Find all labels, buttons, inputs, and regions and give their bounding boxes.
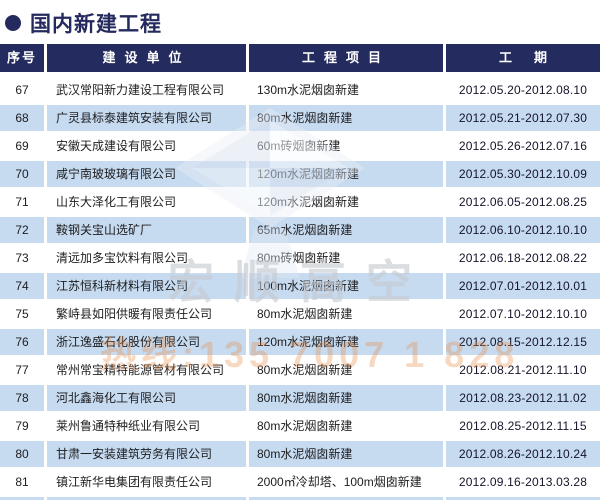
cell-company: 江苏恒科新材料有限公司	[47, 273, 246, 299]
cell-company: 浙江逸盛石化股份有限公司	[47, 329, 246, 355]
column-header-project: 工程项目	[249, 44, 443, 72]
cell-period: 2012.08.23-2012.11.02	[446, 385, 600, 411]
cell-period: 2012.08.15-2012.12.15	[446, 329, 600, 355]
cell-period: 2012.08.21-2012.11.10	[446, 357, 600, 383]
cell-no: 69	[0, 133, 44, 159]
cell-project: 80m水泥烟囱新建	[249, 441, 443, 467]
cell-company: 山东大泽化工有限公司	[47, 189, 246, 215]
cell-company: 繁峙县如阳供暖有限责任公司	[47, 301, 246, 327]
cell-no: 68	[0, 105, 44, 131]
cell-period: 2012.06.10-2012.10.10	[446, 217, 600, 243]
cell-period: 2012.08.25-2012.11.15	[446, 413, 600, 439]
cell-period: 2012.08.26-2012.10.24	[446, 441, 600, 467]
cell-company: 安徽天成建设有限公司	[47, 133, 246, 159]
table-row: 71 山东大泽化工有限公司 120m水泥烟囱新建 2012.06.05-2012.08…	[0, 189, 600, 215]
cell-no: 75	[0, 301, 44, 327]
cutoff-row	[0, 497, 600, 500]
cell-company: 甘肃一安装建筑劳务有限公司	[47, 441, 246, 467]
cell-no: 76	[0, 329, 44, 355]
table-row: 76 浙江逸盛石化股份有限公司 120m水泥烟囱新建 2012.08.15-2012.…	[0, 329, 600, 355]
cell-company: 河北鑫海化工有限公司	[47, 385, 246, 411]
cell-no: 77	[0, 357, 44, 383]
cell-company: 广灵县标泰建筑安装有限公司	[47, 105, 246, 131]
cell-period: 2012.06.05-2012.08.25	[446, 189, 600, 215]
cell-project: 130m水泥烟囱新建	[249, 77, 443, 103]
table-row: 80 甘肃一安装建筑劳务有限公司 80m水泥烟囱新建 2012.08.26-2012.…	[0, 441, 600, 467]
cell-no: 72	[0, 217, 44, 243]
cell-no: 80	[0, 441, 44, 467]
table-row: 81 镇江新华电集团有限责任公司 2000㎡冷却塔、100m烟囱新建 2012.09.…	[0, 469, 600, 495]
cell-company: 常州常宝精特能源管材有限公司	[47, 357, 246, 383]
cell-project: 100m水泥烟囱新建	[249, 273, 443, 299]
cell-project: 80m水泥烟囱新建	[249, 357, 443, 383]
cell-project: 80m砖烟囱新建	[249, 245, 443, 271]
cell-no: 70	[0, 161, 44, 187]
cell-project: 80m水泥烟囱新建	[249, 413, 443, 439]
table-row: 78 河北鑫海化工有限公司 80m水泥烟囱新建 2012.08.23-2012.11.…	[0, 385, 600, 411]
table-row: 69 安徽天成建设有限公司 60m砖烟囱新建 2012.05.26-2012.07.1…	[0, 133, 600, 159]
table-body: 67 武汉常阳新力建设工程有限公司 130m水泥烟囱新建 2012.05.20-201…	[0, 77, 600, 495]
cell-company: 咸宁南玻玻璃有限公司	[47, 161, 246, 187]
cell-project: 120m水泥烟囱新建	[249, 329, 443, 355]
cell-project: 120m水泥烟囱新建	[249, 189, 443, 215]
cell-period: 2012.05.20-2012.08.10	[446, 77, 600, 103]
cell-period: 2012.05.30-2012.10.09	[446, 161, 600, 187]
table-row: 73 清远加多宝饮料有限公司 80m砖烟囱新建 2012.06.18-2012.08.…	[0, 245, 600, 271]
cell-period: 2012.07.10-2012.10.10	[446, 301, 600, 327]
cell-period: 2012.09.16-2013.03.28	[446, 469, 600, 495]
column-header-no: 序号	[0, 44, 44, 72]
table-row: 72 鞍钢关宝山选矿厂 65m水泥烟囱新建 2012.06.10-2012.10.10	[0, 217, 600, 243]
cell-company: 莱州鲁通特种纸业有限公司	[47, 413, 246, 439]
column-header-company: 建设单位	[47, 44, 246, 72]
cell-no: 81	[0, 469, 44, 495]
cell-no: 74	[0, 273, 44, 299]
table-row: 75 繁峙县如阳供暖有限责任公司 80m水泥烟囱新建 2012.07.10-2012.…	[0, 301, 600, 327]
cell-project: 2000㎡冷却塔、100m烟囱新建	[249, 469, 443, 495]
cell-period: 2012.05.21-2012.07.30	[446, 105, 600, 131]
cell-no: 79	[0, 413, 44, 439]
table-row: 70 咸宁南玻玻璃有限公司 120m水泥烟囱新建 2012.05.30-2012.10…	[0, 161, 600, 187]
cell-company: 镇江新华电集团有限责任公司	[47, 469, 246, 495]
cell-company: 清远加多宝饮料有限公司	[47, 245, 246, 271]
projects-table: 序号 建设单位 工程项目 工期 67 武汉常阳新力建设工程有限公司 130m水泥烟囱…	[0, 44, 600, 500]
cell-company: 武汉常阳新力建设工程有限公司	[47, 77, 246, 103]
cell-period: 2012.05.26-2012.07.16	[446, 133, 600, 159]
column-header-period: 工期	[446, 44, 600, 72]
page-title: 国内新建工程	[30, 13, 162, 36]
cell-no: 78	[0, 385, 44, 411]
cell-no: 73	[0, 245, 44, 271]
cell-no: 67	[0, 77, 44, 103]
cell-project: 120m水泥烟囱新建	[249, 161, 443, 187]
table-row: 68 广灵县标泰建筑安装有限公司 80m水泥烟囱新建 2012.05.21-2012.…	[0, 105, 600, 131]
bullet-icon	[5, 15, 21, 31]
cell-project: 80m水泥烟囱新建	[249, 301, 443, 327]
cell-project: 65m水泥烟囱新建	[249, 217, 443, 243]
table-header-row: 序号 建设单位 工程项目 工期	[0, 44, 600, 72]
cell-company: 鞍钢关宝山选矿厂	[47, 217, 246, 243]
table-row: 77 常州常宝精特能源管材有限公司 80m水泥烟囱新建 2012.08.21-2012…	[0, 357, 600, 383]
cell-period: 2012.06.18-2012.08.22	[446, 245, 600, 271]
cell-project: 80m水泥烟囱新建	[249, 385, 443, 411]
cell-project: 60m砖烟囱新建	[249, 133, 443, 159]
title-bar: 国内新建工程	[0, 0, 600, 44]
cell-no: 71	[0, 189, 44, 215]
table-row: 74 江苏恒科新材料有限公司 100m水泥烟囱新建 2012.07.01-2012.1…	[0, 273, 600, 299]
table-row: 79 莱州鲁通特种纸业有限公司 80m水泥烟囱新建 2012.08.25-2012.1…	[0, 413, 600, 439]
cell-period: 2012.07.01-2012.10.01	[446, 273, 600, 299]
table-row: 67 武汉常阳新力建设工程有限公司 130m水泥烟囱新建 2012.05.20-201…	[0, 77, 600, 103]
cell-project: 80m水泥烟囱新建	[249, 105, 443, 131]
